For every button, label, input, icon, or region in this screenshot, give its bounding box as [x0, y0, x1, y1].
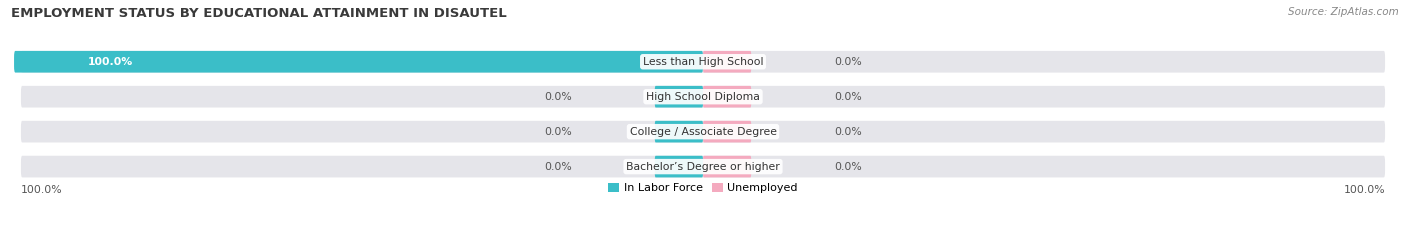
Text: 100.0%: 100.0%	[89, 57, 134, 67]
Text: College / Associate Degree: College / Associate Degree	[630, 127, 776, 137]
FancyBboxPatch shape	[21, 86, 1385, 108]
FancyBboxPatch shape	[703, 86, 751, 108]
Text: 100.0%: 100.0%	[1343, 185, 1385, 195]
Text: Less than High School: Less than High School	[643, 57, 763, 67]
FancyBboxPatch shape	[21, 156, 1385, 178]
Legend: In Labor Force, Unemployed: In Labor Force, Unemployed	[603, 178, 803, 198]
Text: 0.0%: 0.0%	[834, 57, 862, 67]
FancyBboxPatch shape	[703, 51, 751, 73]
FancyBboxPatch shape	[14, 51, 703, 73]
Text: 0.0%: 0.0%	[834, 127, 862, 137]
Text: Bachelor’s Degree or higher: Bachelor’s Degree or higher	[626, 162, 780, 171]
Text: High School Diploma: High School Diploma	[647, 92, 759, 102]
Text: 0.0%: 0.0%	[834, 162, 862, 171]
FancyBboxPatch shape	[21, 121, 1385, 142]
Text: 0.0%: 0.0%	[544, 127, 572, 137]
Text: 100.0%: 100.0%	[21, 185, 63, 195]
Text: 0.0%: 0.0%	[544, 92, 572, 102]
Text: EMPLOYMENT STATUS BY EDUCATIONAL ATTAINMENT IN DISAUTEL: EMPLOYMENT STATUS BY EDUCATIONAL ATTAINM…	[11, 7, 508, 20]
FancyBboxPatch shape	[655, 121, 703, 142]
FancyBboxPatch shape	[655, 156, 703, 178]
FancyBboxPatch shape	[21, 51, 1385, 73]
FancyBboxPatch shape	[655, 86, 703, 108]
Text: 0.0%: 0.0%	[544, 162, 572, 171]
FancyBboxPatch shape	[703, 156, 751, 178]
Text: Source: ZipAtlas.com: Source: ZipAtlas.com	[1288, 7, 1399, 17]
FancyBboxPatch shape	[703, 121, 751, 142]
Text: 0.0%: 0.0%	[834, 92, 862, 102]
